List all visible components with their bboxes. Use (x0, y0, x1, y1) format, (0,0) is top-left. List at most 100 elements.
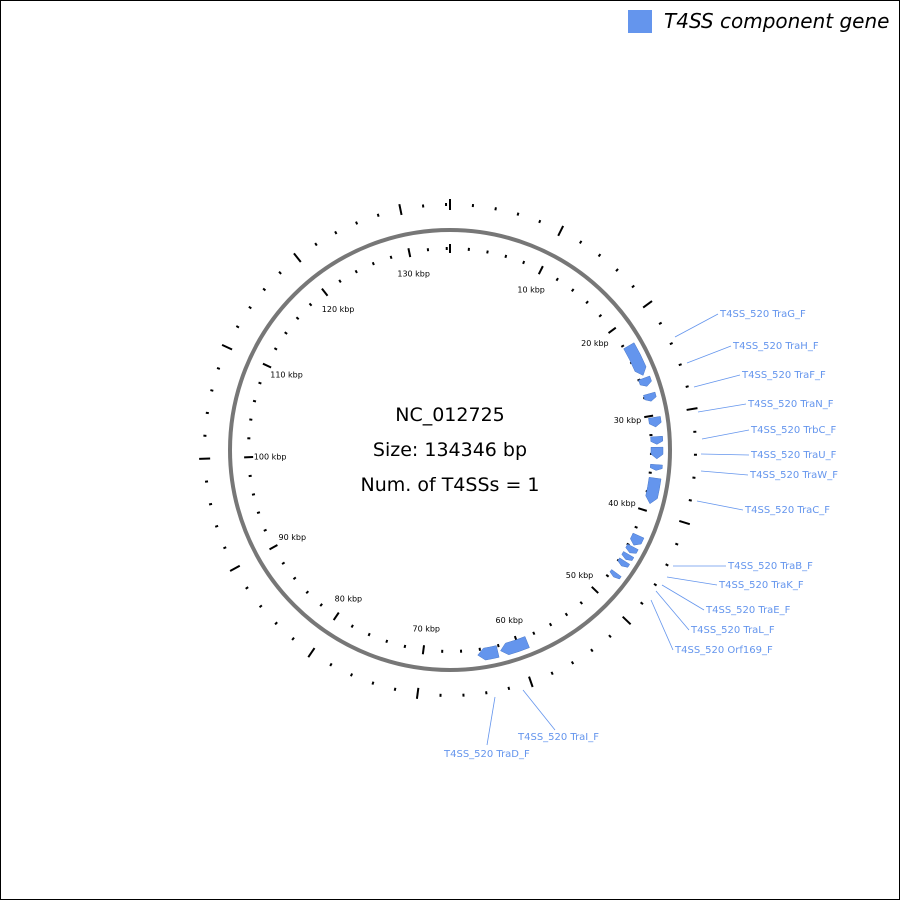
tick-label: 120 kbp (322, 305, 355, 314)
outer-minor-tick (507, 686, 511, 691)
inner-minor-tick (605, 574, 610, 578)
outer-minor-tick (685, 385, 689, 388)
inner-minor-tick (252, 399, 257, 403)
outer-major-tick (686, 407, 698, 411)
outer-minor-tick (349, 673, 354, 677)
inner-minor-tick (367, 632, 371, 637)
outer-major-tick (621, 615, 632, 626)
gene-label: T4SS_520 TraC_F (744, 505, 830, 516)
outer-minor-tick (393, 687, 397, 691)
gene-arrow (623, 342, 647, 376)
gene-arrow (625, 543, 639, 554)
tick-label: 10 kbp (517, 285, 545, 294)
outer-minor-tick (235, 325, 240, 329)
outer-minor-tick (640, 601, 644, 605)
inner-major-tick (321, 288, 329, 297)
inner-minor-tick (598, 314, 603, 318)
label-leader (701, 429, 750, 440)
tick-label: 100 kbp (254, 452, 287, 461)
legend-label: T4SS component gene (664, 9, 889, 33)
inner-minor-tick (486, 250, 489, 254)
outer-minor-tick (208, 502, 213, 506)
gene-label: T4SS_520 TraD_F (443, 749, 530, 760)
outer-major-tick (557, 225, 565, 237)
label-leader (674, 313, 719, 338)
outer-minor-tick (245, 586, 249, 590)
inner-minor-tick (548, 622, 553, 627)
gene-arrow (649, 463, 663, 471)
inner-minor-tick (308, 302, 313, 307)
label-leader (666, 576, 718, 586)
inner-major-tick (537, 265, 544, 275)
inner-minor-tick (564, 612, 569, 617)
gene-label: T4SS_520 TraW_F (749, 470, 838, 481)
label-leader (693, 374, 741, 388)
inner-minor-tick (555, 277, 559, 282)
inner-minor-tick (620, 344, 625, 348)
inner-minor-tick (281, 561, 286, 565)
inner-minor-tick (273, 347, 278, 351)
outer-minor-tick (665, 563, 669, 567)
gene-arrow (645, 477, 662, 505)
backbone (228, 228, 672, 672)
inner-major-tick (421, 645, 426, 655)
outer-minor-tick (608, 634, 612, 639)
inner-major-tick (262, 362, 272, 369)
tick-label: 90 kbp (279, 533, 307, 542)
tick-label: 20 kbp (581, 339, 609, 348)
outer-minor-tick (516, 212, 520, 216)
inner-minor-tick (403, 644, 407, 649)
tick-label: 130 kbp (397, 270, 430, 279)
inner-minor-tick (371, 261, 375, 266)
label-leader (697, 403, 747, 413)
inner-major-tick (269, 544, 278, 551)
inner-major-tick (607, 326, 617, 334)
inner-minor-tick (338, 279, 342, 283)
genome-size: Size: 134346 bp (373, 439, 527, 461)
outer-minor-tick (248, 305, 252, 310)
gene-label: T4SS_520 TraN_F (747, 399, 834, 410)
inner-major-tick (637, 507, 648, 512)
outer-major-tick (229, 564, 241, 572)
outer-major-tick (398, 203, 403, 216)
gene-label: T4SS_520 TraG_F (719, 309, 806, 320)
label-leader (655, 590, 690, 631)
gene-arrow (617, 557, 631, 568)
gene-label: T4SS_520 TraI_F (517, 732, 599, 743)
label-leader (661, 584, 705, 611)
tick-label: 110 kbp (270, 371, 303, 380)
label-leader (522, 689, 556, 731)
outer-minor-tick (658, 321, 663, 326)
outer-minor-tick (570, 660, 575, 665)
label-leader (700, 453, 750, 456)
gene-label: T4SS_520 TraU_F (750, 450, 837, 461)
outer-minor-tick (538, 219, 542, 224)
outer-minor-tick (334, 230, 338, 235)
gene-arrow (609, 569, 622, 580)
gene-arrow (650, 446, 664, 460)
inner-minor-tick (258, 381, 262, 385)
t4ss-count: Num. of T4SSs = 1 (361, 474, 540, 496)
outer-minor-tick (631, 284, 635, 289)
gene-label: T4SS_520 TraB_F (727, 561, 813, 572)
inner-minor-tick (256, 511, 261, 515)
inner-minor-tick (350, 624, 354, 629)
outer-minor-tick (355, 221, 359, 225)
outer-major-tick (642, 300, 653, 309)
inner-minor-tick (571, 288, 575, 292)
tick-label: 70 kbp (413, 624, 441, 633)
inner-minor-tick (579, 601, 584, 605)
outer-minor-tick (376, 213, 380, 217)
outer-major-tick (307, 647, 316, 658)
outer-major-tick (415, 687, 420, 699)
inner-minor-tick (251, 493, 256, 496)
label-leader (650, 599, 674, 651)
outer-minor-tick (216, 367, 221, 370)
outer-minor-tick (678, 363, 682, 367)
inner-major-tick (644, 414, 654, 419)
inner-minor-tick (354, 269, 358, 274)
inner-major-tick (332, 612, 340, 621)
gene-arrow (638, 375, 652, 387)
inner-minor-tick (263, 528, 267, 532)
tick-label: 60 kbp (496, 616, 524, 625)
